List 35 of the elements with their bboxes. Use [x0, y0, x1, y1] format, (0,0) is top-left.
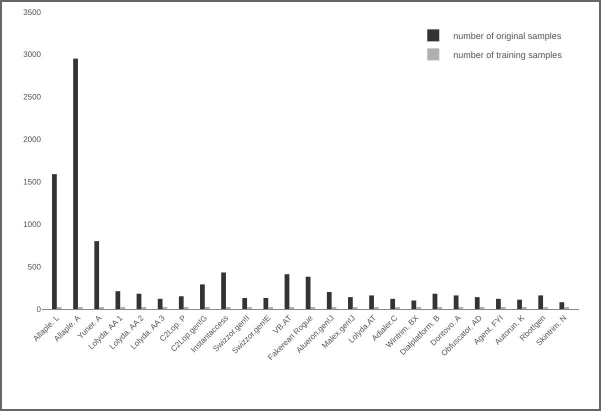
- bar: [326, 292, 332, 309]
- bar: [242, 298, 248, 309]
- y-tick-label: 1500: [23, 178, 42, 187]
- bar: [411, 300, 416, 309]
- bar: [158, 298, 163, 309]
- bar: [284, 274, 290, 309]
- bar: [474, 297, 480, 309]
- y-tick-label: 1000: [23, 220, 42, 229]
- bar: [200, 284, 205, 309]
- y-tick-label: 3500: [23, 8, 42, 17]
- bar: [221, 272, 226, 309]
- y-tick-label: 3000: [23, 50, 42, 60]
- legend-label: number of training samples: [453, 50, 562, 60]
- y-tick-label: 500: [28, 262, 42, 272]
- bar: [517, 300, 522, 309]
- y-tick-label: 0: [36, 304, 42, 314]
- bar: [559, 302, 564, 309]
- bar: [369, 295, 374, 309]
- bar: [52, 174, 57, 309]
- bar: [178, 296, 184, 309]
- y-tick-label: 2000: [23, 135, 42, 144]
- bar: [136, 294, 142, 309]
- legend-label: number of original samples: [453, 30, 562, 41]
- bar: [263, 298, 268, 309]
- bar: [94, 241, 100, 309]
- bar: [432, 294, 438, 309]
- bar: [538, 295, 544, 309]
- bar: [390, 298, 396, 309]
- bar: [115, 291, 120, 309]
- bar: [496, 298, 501, 309]
- y-tick-label: 2500: [23, 92, 42, 102]
- bar: [348, 297, 353, 309]
- bar: [306, 276, 310, 309]
- bar: [73, 58, 78, 309]
- bar: [454, 295, 458, 309]
